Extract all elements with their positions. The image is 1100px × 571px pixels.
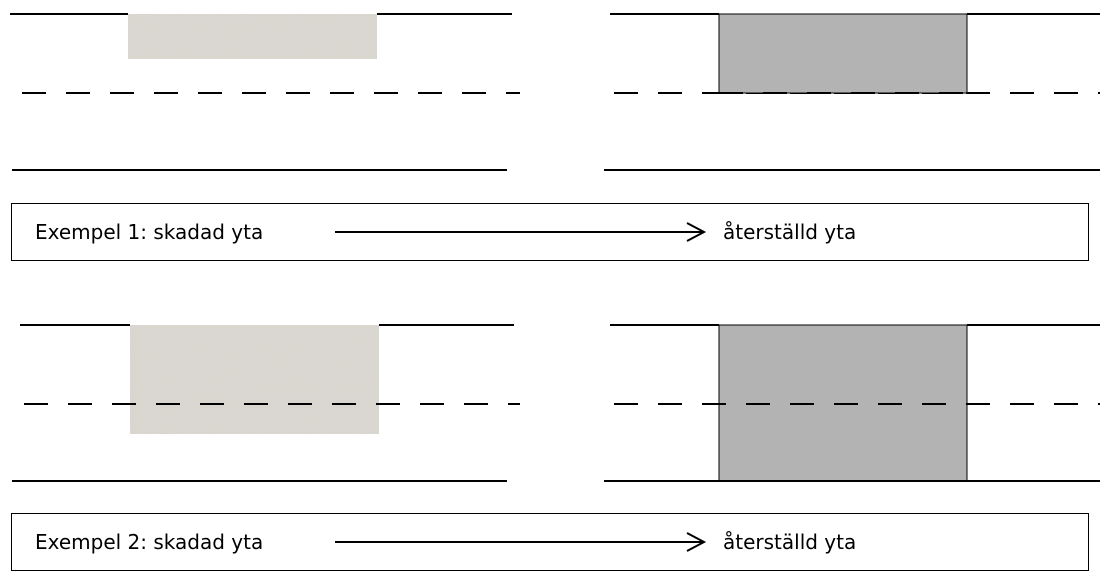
restored-label: återställd yta (723, 220, 857, 244)
example-2-restored-road (604, 324, 1100, 482)
example-1-damaged-road (10, 13, 520, 171)
right-arrow-icon (335, 532, 707, 552)
restored-patch (718, 13, 968, 94)
example-2-caption-box: Exempel 2: skadad yta återställd yta (11, 513, 1089, 571)
example-1-caption-box: Exempel 1: skadad yta återställd yta (11, 203, 1089, 261)
restored-label: återställd yta (723, 530, 857, 554)
example-2-damaged-road (12, 324, 520, 482)
example-1-restored-road (604, 13, 1100, 171)
damaged-patch-texture (130, 325, 379, 434)
damaged-label: Exempel 1: skadad yta (35, 220, 264, 244)
right-arrow-icon (335, 222, 707, 242)
damaged-patch-texture (128, 14, 377, 59)
damaged-label: Exempel 2: skadad yta (35, 530, 264, 554)
